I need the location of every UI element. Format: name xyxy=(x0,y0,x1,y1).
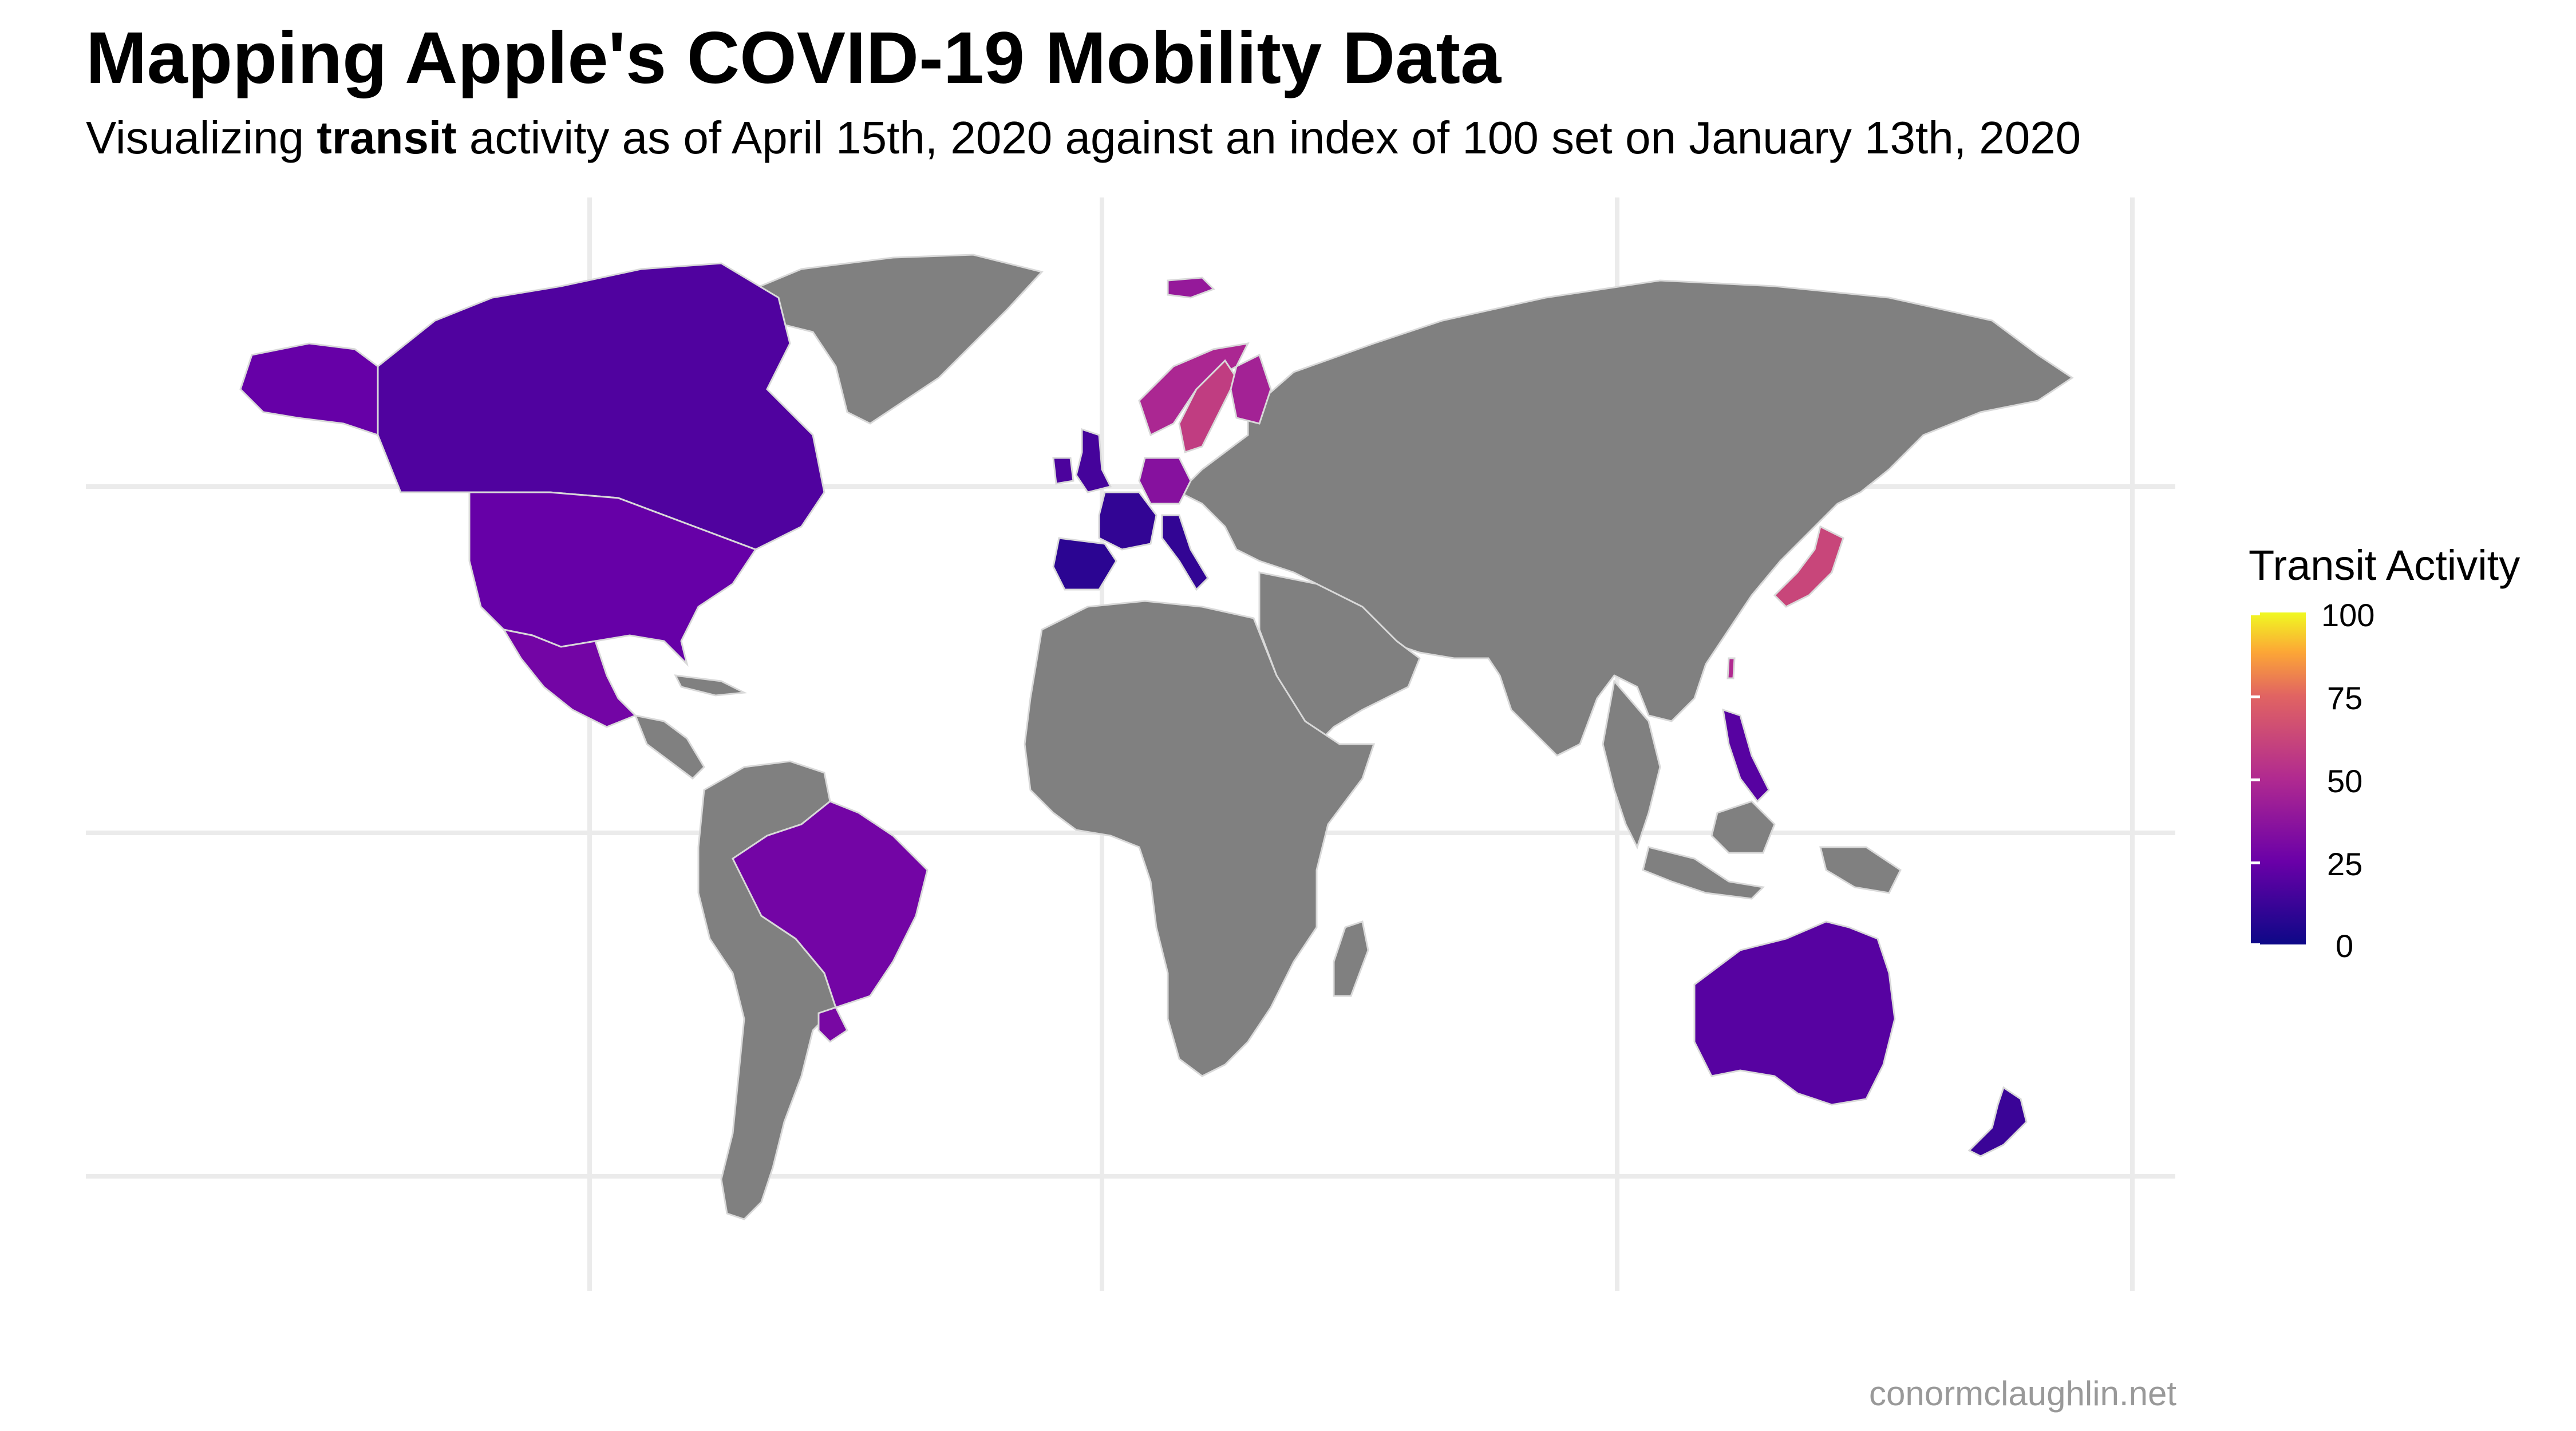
region-southeast-asia xyxy=(1602,679,1661,849)
subtitle-prefix: Visualizing xyxy=(86,112,317,163)
legend-tick-mark-0 xyxy=(2251,943,2260,946)
region-cuba xyxy=(674,674,748,697)
country-philippines xyxy=(1722,708,1770,803)
legend-tick-label: 75 xyxy=(2327,680,2363,716)
country-germany xyxy=(1138,457,1192,505)
countries-no-data xyxy=(634,254,2074,1220)
country-ireland xyxy=(1052,457,1074,485)
country-japan xyxy=(1773,525,1844,608)
legend-color-bar xyxy=(2251,612,2306,944)
source-caption: conormclaughlin.net xyxy=(1869,1374,2176,1413)
country-brazil xyxy=(732,800,929,1009)
region-greenland xyxy=(730,254,1044,425)
region-central-america xyxy=(634,714,705,780)
chart-title: Mapping Apple's COVID-19 Mobility Data xyxy=(86,17,1502,99)
country-finland xyxy=(1230,353,1272,425)
region-madagascar xyxy=(1333,920,1369,997)
country-uruguay xyxy=(817,1006,848,1043)
country-taiwan xyxy=(1726,657,1736,679)
legend-tick-mark-100 xyxy=(2251,612,2260,615)
legend-title: Transit Activity xyxy=(2249,541,2520,589)
region-new-guinea xyxy=(1819,846,1902,894)
country-alaska xyxy=(239,342,379,437)
subtitle-highlight: transit xyxy=(317,112,457,163)
country-spain xyxy=(1052,537,1117,591)
country-france xyxy=(1098,491,1157,551)
country-australia xyxy=(1693,920,1896,1106)
country-iceland xyxy=(1167,276,1215,299)
region-borneo xyxy=(1710,800,1776,854)
legend-tick-label: 100 xyxy=(2321,597,2375,633)
country-sweden xyxy=(1178,359,1238,453)
legend-tick-mark-50 xyxy=(2251,778,2260,781)
country-italy xyxy=(1161,514,1209,591)
subtitle-suffix: activity as of April 15th, 2020 against … xyxy=(456,112,2081,163)
legend-tick-mark-25 xyxy=(2251,861,2260,864)
region-eurasia xyxy=(1178,279,2074,757)
country-new-zealand xyxy=(1967,1086,2028,1157)
chart-subtitle: Visualizing transit activity as of April… xyxy=(86,112,2081,164)
region-indonesia xyxy=(1642,846,1765,900)
country-mexico xyxy=(501,628,637,728)
legend-tick-label: 25 xyxy=(2327,846,2363,882)
countries-with-data xyxy=(239,262,2028,1157)
country-united-kingdom xyxy=(1075,428,1112,493)
legend-tick-label: 0 xyxy=(2336,928,2354,964)
legend-tick-label: 50 xyxy=(2327,763,2363,799)
legend-tick-mark-75 xyxy=(2251,695,2260,698)
region-africa xyxy=(1024,600,1376,1077)
